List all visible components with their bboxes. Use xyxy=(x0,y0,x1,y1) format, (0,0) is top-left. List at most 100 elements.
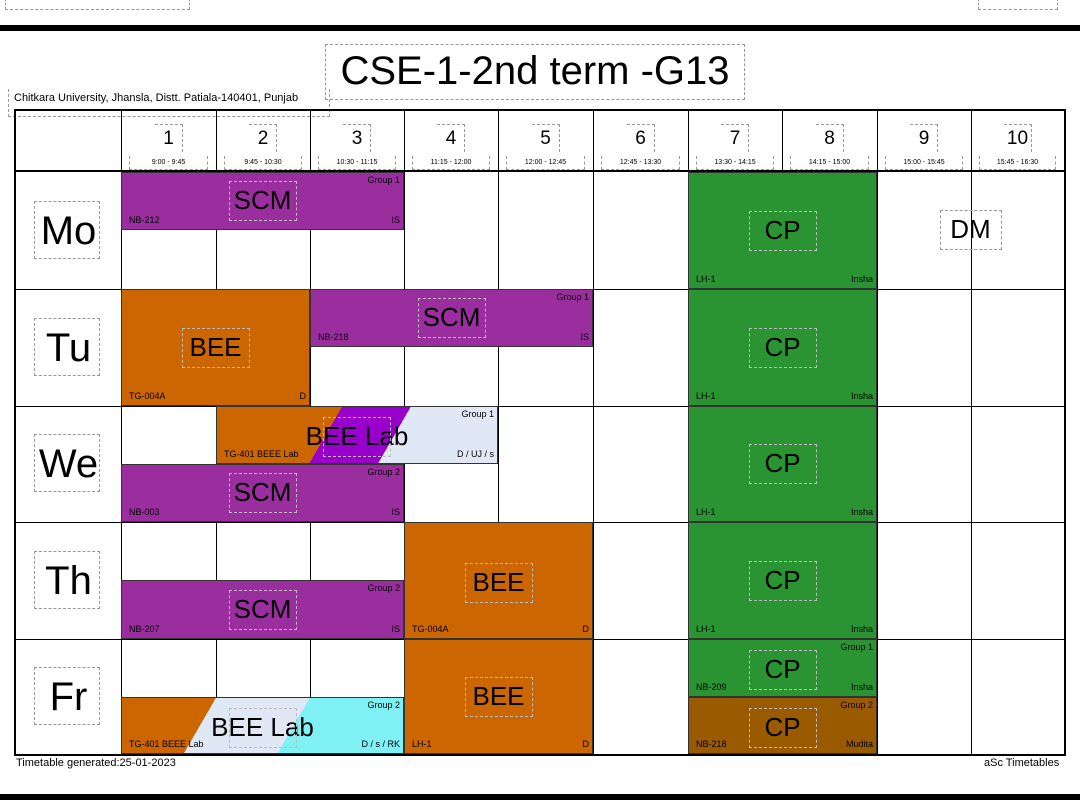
period-time-frame xyxy=(979,156,1056,170)
institution-label: Chitkara University, Jhansla, Distt. Pat… xyxy=(14,92,299,104)
lesson-room: NB-212 xyxy=(129,215,160,225)
lesson-mo-cp[interactable] xyxy=(688,172,877,289)
lesson-subject: SCM xyxy=(233,593,292,624)
lesson-teacher: D xyxy=(299,391,307,401)
lesson-fr-bee[interactable] xyxy=(404,639,593,754)
lesson-subject-frame xyxy=(748,210,817,251)
lesson-subject: BEE xyxy=(472,567,525,597)
lesson-room: LH-1 xyxy=(696,391,716,401)
day-label-th: Th xyxy=(45,558,92,603)
lesson-group: Group 1 xyxy=(461,409,494,419)
period-time-frame xyxy=(696,156,774,170)
lesson-fr-cp1[interactable] xyxy=(688,639,877,697)
lesson-room: TG-401 BEEE Lab xyxy=(224,449,299,459)
period-time: 15:00 - 15:45 xyxy=(903,159,945,166)
lesson-subject: CP xyxy=(764,448,801,478)
lesson-subject-frame xyxy=(228,589,297,630)
lesson-tu-bee[interactable] xyxy=(121,289,310,406)
institution-frame xyxy=(8,89,330,117)
lesson-th-cp[interactable] xyxy=(688,522,877,639)
lesson-teacher: Insha xyxy=(850,274,873,284)
day-label-fr: Fr xyxy=(49,674,88,719)
lesson-room: LH-1 xyxy=(696,624,716,634)
day-label-mo: Mo xyxy=(40,208,97,253)
lesson-subject-frame xyxy=(228,708,297,748)
lesson-group: Group 2 xyxy=(367,583,400,593)
top-rule xyxy=(0,25,1080,31)
period-number-frame xyxy=(343,124,371,152)
period-number: 1 xyxy=(163,128,174,149)
brand-label: aSc Timetables xyxy=(984,757,1060,769)
grid-vline xyxy=(971,111,972,754)
lesson-room: NB-218 xyxy=(696,739,727,749)
lesson-fr-cp2[interactable] xyxy=(688,697,877,754)
lesson-we-cp[interactable] xyxy=(688,406,877,522)
period-time: 12:00 - 12:45 xyxy=(524,159,567,166)
generated-label: Timetable generated:25-01-2023 xyxy=(16,757,176,769)
lesson-teacher: Mudita xyxy=(845,739,873,749)
lesson-room: NB-218 xyxy=(318,332,349,342)
lesson-subject: BEE Lab xyxy=(305,421,409,451)
day-label-frame xyxy=(34,200,100,259)
lesson-subject: SCM xyxy=(233,477,292,507)
lesson-subject: BEE Lab xyxy=(211,712,314,742)
lesson-we-beelab[interactable] xyxy=(216,406,498,464)
lesson-fr-beelab[interactable] xyxy=(121,697,404,754)
period-number: 9 xyxy=(918,128,930,149)
lesson-subject-frame xyxy=(748,708,817,748)
lesson-subject-frame xyxy=(748,327,817,368)
lesson-subject: SCM xyxy=(422,302,481,332)
top-right-marker xyxy=(978,0,1058,10)
period-number-frame xyxy=(626,124,655,152)
lesson-subject-frame xyxy=(748,650,817,690)
lesson-subject-frame xyxy=(940,210,1002,250)
period-number-frame xyxy=(1003,124,1032,152)
lesson-subject: CP xyxy=(764,331,801,362)
grid-vline xyxy=(593,111,594,754)
period-number: 7 xyxy=(729,128,741,149)
period-number-frame xyxy=(531,124,560,152)
grid-vline xyxy=(877,111,878,754)
period-time: 14:15 - 15:00 xyxy=(808,159,851,166)
lesson-room: LH-1 xyxy=(696,274,716,284)
period-time: 15:45 - 16:30 xyxy=(996,159,1039,166)
lesson-th-bee[interactable] xyxy=(404,522,593,639)
lesson-subject-frame xyxy=(748,560,817,601)
lesson-subject-frame xyxy=(228,473,297,513)
top-left-marker xyxy=(5,0,190,10)
day-label-we: We xyxy=(38,442,99,486)
period-number: 10 xyxy=(1006,128,1029,149)
lesson-group: Group 2 xyxy=(367,700,400,710)
lesson-group: Group 2 xyxy=(840,700,873,710)
lesson-room: LH-1 xyxy=(696,507,716,517)
period-number-frame xyxy=(815,124,844,152)
period-number: 6 xyxy=(635,128,646,149)
lesson-subject: CP xyxy=(764,214,801,245)
grid-hline xyxy=(16,406,1064,407)
period-number-frame xyxy=(437,124,465,152)
lesson-subject-frame xyxy=(417,298,486,338)
period-number: 3 xyxy=(351,128,363,149)
period-time-frame xyxy=(790,156,869,170)
day-label-frame xyxy=(34,550,100,609)
lesson-subject: BEE xyxy=(189,331,242,362)
period-time-frame xyxy=(318,156,396,170)
page-title: CSE-1-2nd term -G13 xyxy=(325,44,745,100)
lesson-subject-frame xyxy=(464,676,533,717)
period-time: 9:00 - 9:45 xyxy=(151,159,186,166)
lesson-mo-dm[interactable]: DM xyxy=(950,214,991,244)
lesson-group: Group 1 xyxy=(556,292,589,302)
lesson-teacher: IS xyxy=(391,215,400,225)
lesson-teacher: Insha xyxy=(850,624,873,634)
period-time-frame xyxy=(506,156,585,170)
lesson-group: Group 1 xyxy=(367,175,400,185)
grid-header-line xyxy=(16,170,1064,172)
bottom-rule xyxy=(0,794,1080,800)
lesson-tu-cp[interactable] xyxy=(688,289,877,406)
lesson-room: NB-207 xyxy=(129,624,160,634)
lesson-room: TG-004A xyxy=(412,624,449,634)
lesson-teacher: D xyxy=(582,739,590,749)
day-label-tu: Tu xyxy=(45,325,92,370)
lesson-teacher: Insha xyxy=(850,682,873,692)
period-time: 10:30 - 11:15 xyxy=(336,159,378,166)
